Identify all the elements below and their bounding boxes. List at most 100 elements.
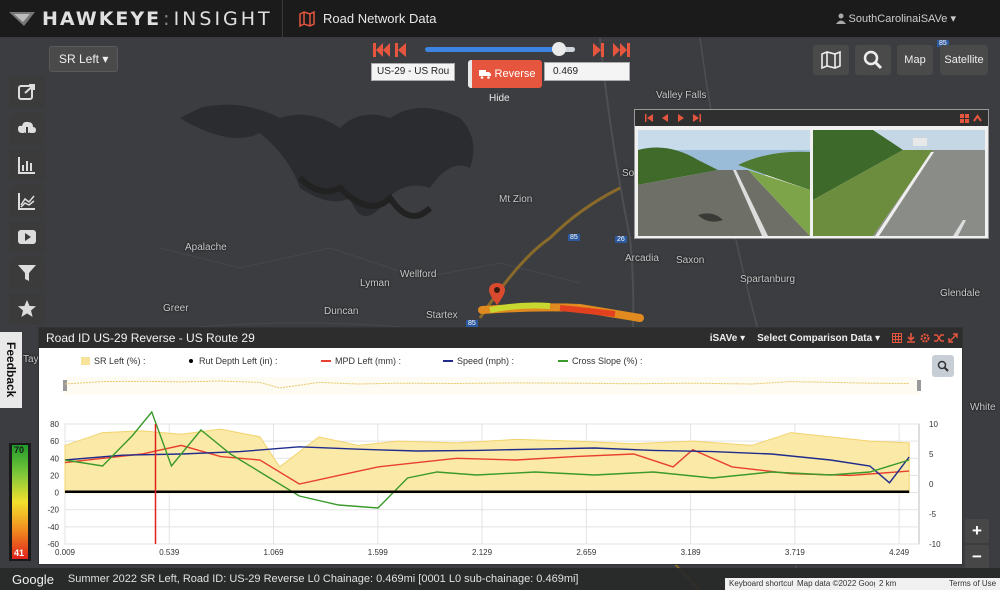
favorites-button[interactable] xyxy=(9,293,45,325)
google-logo: Google xyxy=(12,571,54,587)
video-back-icon[interactable] xyxy=(661,114,669,122)
color-scale-top-label: 70 xyxy=(14,445,25,455)
table-icon[interactable] xyxy=(892,333,902,343)
place-label: Greer xyxy=(163,303,189,314)
interstate-shield: 85 xyxy=(466,320,478,327)
share-button[interactable] xyxy=(9,76,45,108)
color-scale: 70 41 xyxy=(9,443,31,561)
x-tick-label: 2.659 xyxy=(576,548,597,557)
route-dropdown[interactable]: SR Left ▾ xyxy=(49,46,119,72)
chainage-input[interactable]: 0.469 xyxy=(544,62,630,81)
logo-text: HAWKEYE: INSIGHT xyxy=(42,7,273,30)
playback-slider[interactable] xyxy=(425,47,575,52)
isave-dropdown[interactable]: iSAVe ▾ xyxy=(709,332,746,344)
chart-panel: Road ID US-29 Reverse - US Route 29 iSAV… xyxy=(38,327,963,565)
video-last-icon[interactable] xyxy=(693,114,701,122)
y-right-tick-label: 10 xyxy=(929,420,938,429)
legend-swatch xyxy=(558,360,568,362)
place-label: White xyxy=(970,402,996,413)
hide-controls-link[interactable]: Hide xyxy=(489,93,510,104)
step-back-icon[interactable] xyxy=(395,43,407,57)
y-right-tick-label: 5 xyxy=(929,450,934,459)
map-search-button[interactable] xyxy=(855,45,891,75)
place-label: Saxon xyxy=(676,255,705,266)
filter-icon xyxy=(18,265,36,281)
x-tick-label: 4.249 xyxy=(889,548,910,557)
legend-swatch xyxy=(189,359,193,363)
skip-to-start-icon[interactable] xyxy=(373,43,391,57)
navigator-strip xyxy=(65,377,919,395)
app-logo[interactable]: HAWKEYE: INSIGHT xyxy=(0,0,283,38)
front-camera-image xyxy=(638,130,810,236)
chart-plot[interactable]: 80 60 40 20 0 -20 -40 -60 10 5 0 -5 -10 0.009 0.539 1.0… xyxy=(39,374,962,564)
zoom-out-button[interactable]: − xyxy=(965,545,989,569)
x-tick-label: 2.129 xyxy=(472,548,493,557)
x-tick-label: 0.539 xyxy=(159,548,180,557)
playback-slider-remaining xyxy=(558,47,575,52)
x-tick-label: 3.189 xyxy=(681,548,702,557)
y-left-tick-label: -20 xyxy=(47,506,59,515)
truck-icon xyxy=(478,70,491,79)
grid-view-icon[interactable] xyxy=(960,113,969,123)
interstate-shield: 26 xyxy=(615,236,627,243)
video-button[interactable] xyxy=(9,221,45,253)
legend-swatch xyxy=(81,357,90,365)
user-menu[interactable]: SouthCarolinaiSAVe ▾ xyxy=(835,12,956,25)
shuffle-icon[interactable] xyxy=(934,333,944,343)
terms-of-use-link[interactable]: Terms of Use xyxy=(945,578,1000,590)
y-right-tick-label: 0 xyxy=(929,480,934,489)
video-panel xyxy=(634,109,989,239)
map-layers-button[interactable] xyxy=(813,45,849,75)
x-tick-label: 3.719 xyxy=(785,548,806,557)
chevron-up-icon[interactable] xyxy=(973,113,982,123)
x-tick-label: 1.069 xyxy=(264,548,285,557)
place-label: Lyman xyxy=(360,278,390,289)
area-chart-button[interactable] xyxy=(9,185,45,217)
zoom-in-button[interactable]: + xyxy=(965,519,989,543)
filter-button[interactable] xyxy=(9,257,45,289)
legend-item-cross-slope[interactable]: Cross Slope (%) : xyxy=(558,356,643,366)
expand-icon[interactable] xyxy=(948,333,958,343)
road-id-input[interactable]: US-29 - US Rou xyxy=(371,63,455,81)
legend-item-sr-left[interactable]: SR Left (%) : xyxy=(81,356,146,366)
y-right-tick-label: -5 xyxy=(929,510,937,519)
y-left-tick-label: -60 xyxy=(47,540,59,549)
comparison-dropdown[interactable]: Select Comparison Data ▾ xyxy=(757,332,880,344)
place-label: Apalache xyxy=(185,242,227,253)
download-icon[interactable] xyxy=(906,333,916,343)
keyboard-shortcuts-link[interactable]: Keyboard shortcuts xyxy=(725,578,802,590)
legend-item-rut-depth[interactable]: Rut Depth Left (in) : xyxy=(189,356,278,366)
video-controls xyxy=(635,110,988,126)
cloud-download-icon xyxy=(18,121,36,138)
navigator-handle-left xyxy=(63,380,67,391)
magnifier-icon xyxy=(937,360,949,372)
folded-map-icon xyxy=(821,50,841,70)
legend-item-mpd-left[interactable]: MPD Left (mm) : xyxy=(321,356,401,366)
location-pin-icon[interactable] xyxy=(489,283,505,305)
map-data-attribution: Map data ©2022 Google xyxy=(793,578,889,590)
legend-item-speed[interactable]: Speed (mph) : xyxy=(443,356,514,366)
series-cross-slope xyxy=(64,410,910,509)
skip-to-end-icon[interactable] xyxy=(612,43,630,57)
chart-legend: SR Left (%) : Rut Depth Left (in) : MPD … xyxy=(39,356,929,370)
feedback-tab[interactable]: Feedback xyxy=(0,332,22,408)
playback-slider-thumb[interactable] xyxy=(552,42,566,56)
satellite-type-button[interactable]: Satellite xyxy=(940,45,988,75)
place-label: Wellford xyxy=(400,269,437,280)
bar-chart-button[interactable] xyxy=(9,149,45,181)
y-left-tick-label: 60 xyxy=(50,437,59,446)
reverse-button[interactable]: Reverse xyxy=(468,60,542,88)
place-label: Arcadia xyxy=(625,253,659,264)
map-type-button[interactable]: Map xyxy=(897,45,933,75)
place-label: Mt Zion xyxy=(499,194,533,205)
video-first-icon[interactable] xyxy=(645,114,653,122)
search-icon xyxy=(863,50,883,70)
cloud-download-button[interactable] xyxy=(9,113,45,145)
chart-zoom-button[interactable] xyxy=(932,355,954,377)
step-forward-icon[interactable] xyxy=(592,43,604,57)
series-mpd-left xyxy=(64,444,910,485)
settings-icon[interactable] xyxy=(920,333,930,343)
video-play-icon[interactable] xyxy=(677,114,685,122)
navigator-handle-right xyxy=(917,380,921,391)
y-left-tick-label: 40 xyxy=(50,454,59,463)
